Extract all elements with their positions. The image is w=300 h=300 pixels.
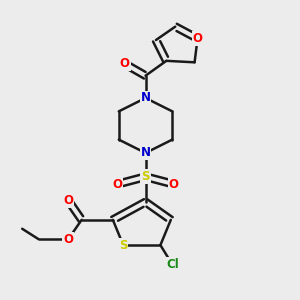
Text: S: S (119, 238, 128, 252)
Text: O: O (120, 57, 130, 70)
Text: N: N (140, 92, 151, 104)
Text: O: O (63, 194, 73, 207)
Text: Cl: Cl (166, 258, 179, 271)
Text: O: O (63, 233, 73, 246)
Text: O: O (112, 178, 122, 191)
Text: O: O (193, 32, 202, 45)
Text: O: O (169, 178, 179, 191)
Text: S: S (141, 170, 150, 183)
Text: N: N (140, 146, 151, 160)
